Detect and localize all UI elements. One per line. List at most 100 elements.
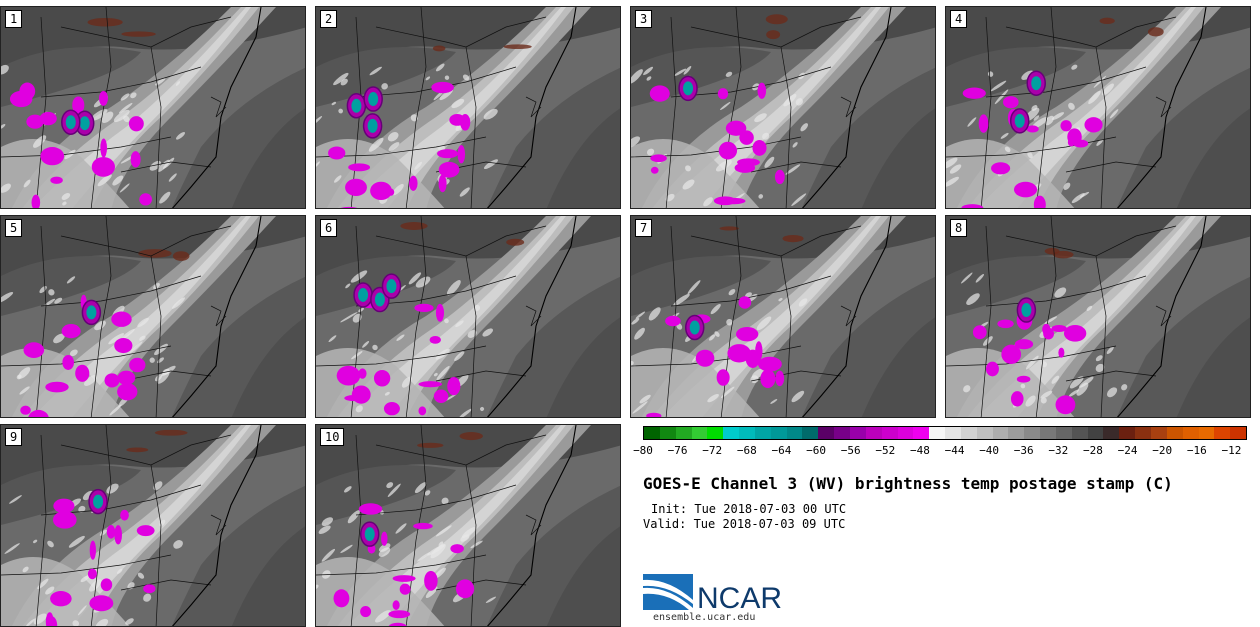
moisture-streak (425, 586, 438, 599)
state-border (946, 136, 1117, 158)
moisture-streak (785, 164, 801, 175)
moisture-streak (990, 80, 1007, 92)
moisture-streak (316, 584, 319, 590)
moisture-streak (778, 298, 783, 302)
convective-core (689, 320, 700, 335)
moisture-streak (9, 495, 22, 504)
colorbar-tick-label: −72 (702, 444, 723, 457)
cold-cloud (62, 354, 74, 370)
convective-core (86, 305, 97, 320)
moisture-streak (23, 179, 31, 188)
moisture-streak (798, 298, 808, 307)
cold-cloud (130, 151, 141, 168)
state-border (465, 46, 477, 208)
moisture-streak (1000, 132, 1009, 139)
dry-spot (1099, 17, 1115, 25)
cold-cloud (437, 149, 459, 159)
colorbar-swatch (1008, 427, 1025, 439)
panel-label: 3 (635, 10, 653, 28)
coastline (210, 305, 227, 327)
moisture-streak (665, 193, 675, 202)
cold-cloud (431, 81, 454, 94)
cold-cloud (757, 82, 767, 99)
coastline (802, 216, 892, 417)
cold-cloud (87, 568, 97, 580)
cold-cloud (433, 389, 449, 403)
moisture-streak (683, 65, 692, 75)
moisture-streak (424, 490, 431, 496)
cold-cloud (1051, 324, 1067, 333)
moisture-streak (634, 327, 645, 340)
convective-core (1021, 303, 1032, 318)
moisture-streak (333, 72, 349, 86)
dry-spot (417, 442, 444, 448)
cold-cloud (348, 163, 371, 172)
cold-cloud (399, 583, 411, 595)
moisture-streak (368, 137, 384, 152)
moisture-streak (106, 483, 119, 494)
cold-cloud (737, 158, 760, 167)
moisture-streak (68, 535, 85, 548)
dry-spot (782, 234, 804, 243)
cold-cloud (1043, 327, 1055, 340)
dry-spot (126, 447, 149, 453)
moisture-streak (639, 394, 651, 404)
cold-cloud (26, 114, 44, 129)
colorbar-ticks: −80 −76 −72 −68 −64 −60 −56 −52 −48 −44 −40 −36 −32 −… (633, 444, 1247, 458)
state-border (35, 434, 47, 626)
cold-cloud (717, 88, 729, 100)
colorbar-swatch (739, 427, 755, 439)
colorbar-tick-label: −20 (1152, 444, 1173, 457)
cold-cloud (1060, 120, 1072, 132)
moisture-streak (175, 81, 181, 86)
dry-spot (506, 238, 525, 246)
colorbar-swatch (707, 427, 724, 439)
wv-map (946, 7, 1250, 208)
state-border (465, 255, 477, 417)
moist-band (32, 7, 251, 208)
moisture-streak (392, 183, 404, 196)
moisture-streak (745, 292, 752, 298)
moisture-streak (646, 148, 655, 156)
colorbar-swatch (945, 427, 961, 439)
moist-band (662, 216, 881, 417)
dry-spot (400, 222, 428, 230)
moisture-streak (1054, 287, 1067, 298)
moisture-streak (674, 68, 687, 77)
moisture-streak (1025, 355, 1039, 370)
cold-cloud (20, 405, 31, 415)
moisture-streak (756, 316, 772, 331)
moisture-streak (458, 408, 472, 417)
cold-cloud (106, 524, 116, 539)
moisture-streak (646, 76, 652, 81)
moisture-streak (25, 618, 36, 626)
dry-band (1, 465, 141, 525)
cold-cloud (358, 368, 367, 379)
cold-cloud (1058, 347, 1065, 358)
moisture-streak (408, 272, 422, 285)
moisture-streak (375, 610, 391, 623)
moisture-streak (1027, 151, 1033, 159)
moisture-streak (175, 132, 186, 140)
cold-cloud (457, 145, 466, 164)
colorbar-swatch (881, 427, 898, 439)
state-border (670, 275, 832, 307)
cold-cloud (340, 206, 358, 208)
moisture-streak (1040, 390, 1053, 399)
moisture-streak (720, 101, 731, 111)
dry-region (231, 108, 305, 208)
moisture-streak (1079, 376, 1094, 388)
cold-cloud (775, 370, 785, 387)
cold-cloud (89, 540, 96, 560)
panel-label: 2 (320, 10, 338, 28)
moisture-streak (33, 613, 47, 625)
wv-map (631, 216, 935, 417)
colorbar-tick-label: −64 (771, 444, 792, 457)
moisture-streak (438, 541, 444, 547)
moisture-streak (792, 142, 798, 148)
moisture-streak (155, 374, 163, 382)
moisture-streak (480, 407, 485, 411)
moisture-streak (316, 116, 323, 126)
coastline (172, 216, 262, 417)
dry-band (631, 256, 771, 316)
